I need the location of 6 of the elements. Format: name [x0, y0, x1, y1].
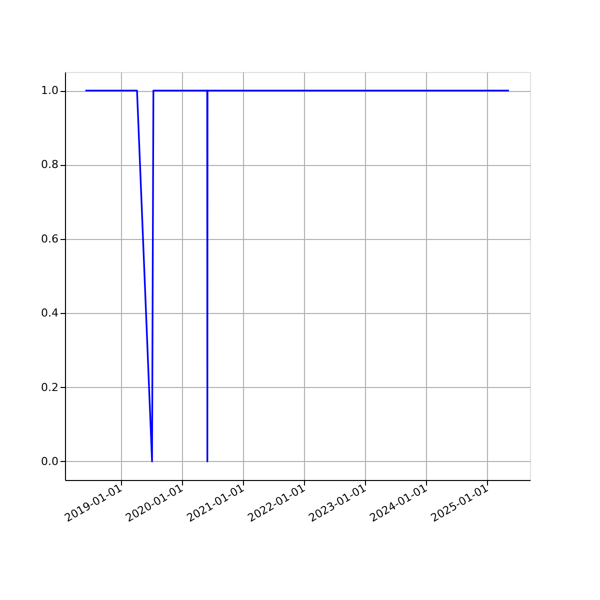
y-tick-label: 0.0 [41, 454, 58, 468]
y-tick-label: 0.2 [41, 380, 58, 394]
y-tick-label: 0.8 [41, 158, 58, 172]
y-tick-label: 0.4 [41, 306, 58, 320]
y-tick-label: 1.0 [41, 84, 58, 98]
y-tick-label: 0.6 [41, 232, 58, 246]
